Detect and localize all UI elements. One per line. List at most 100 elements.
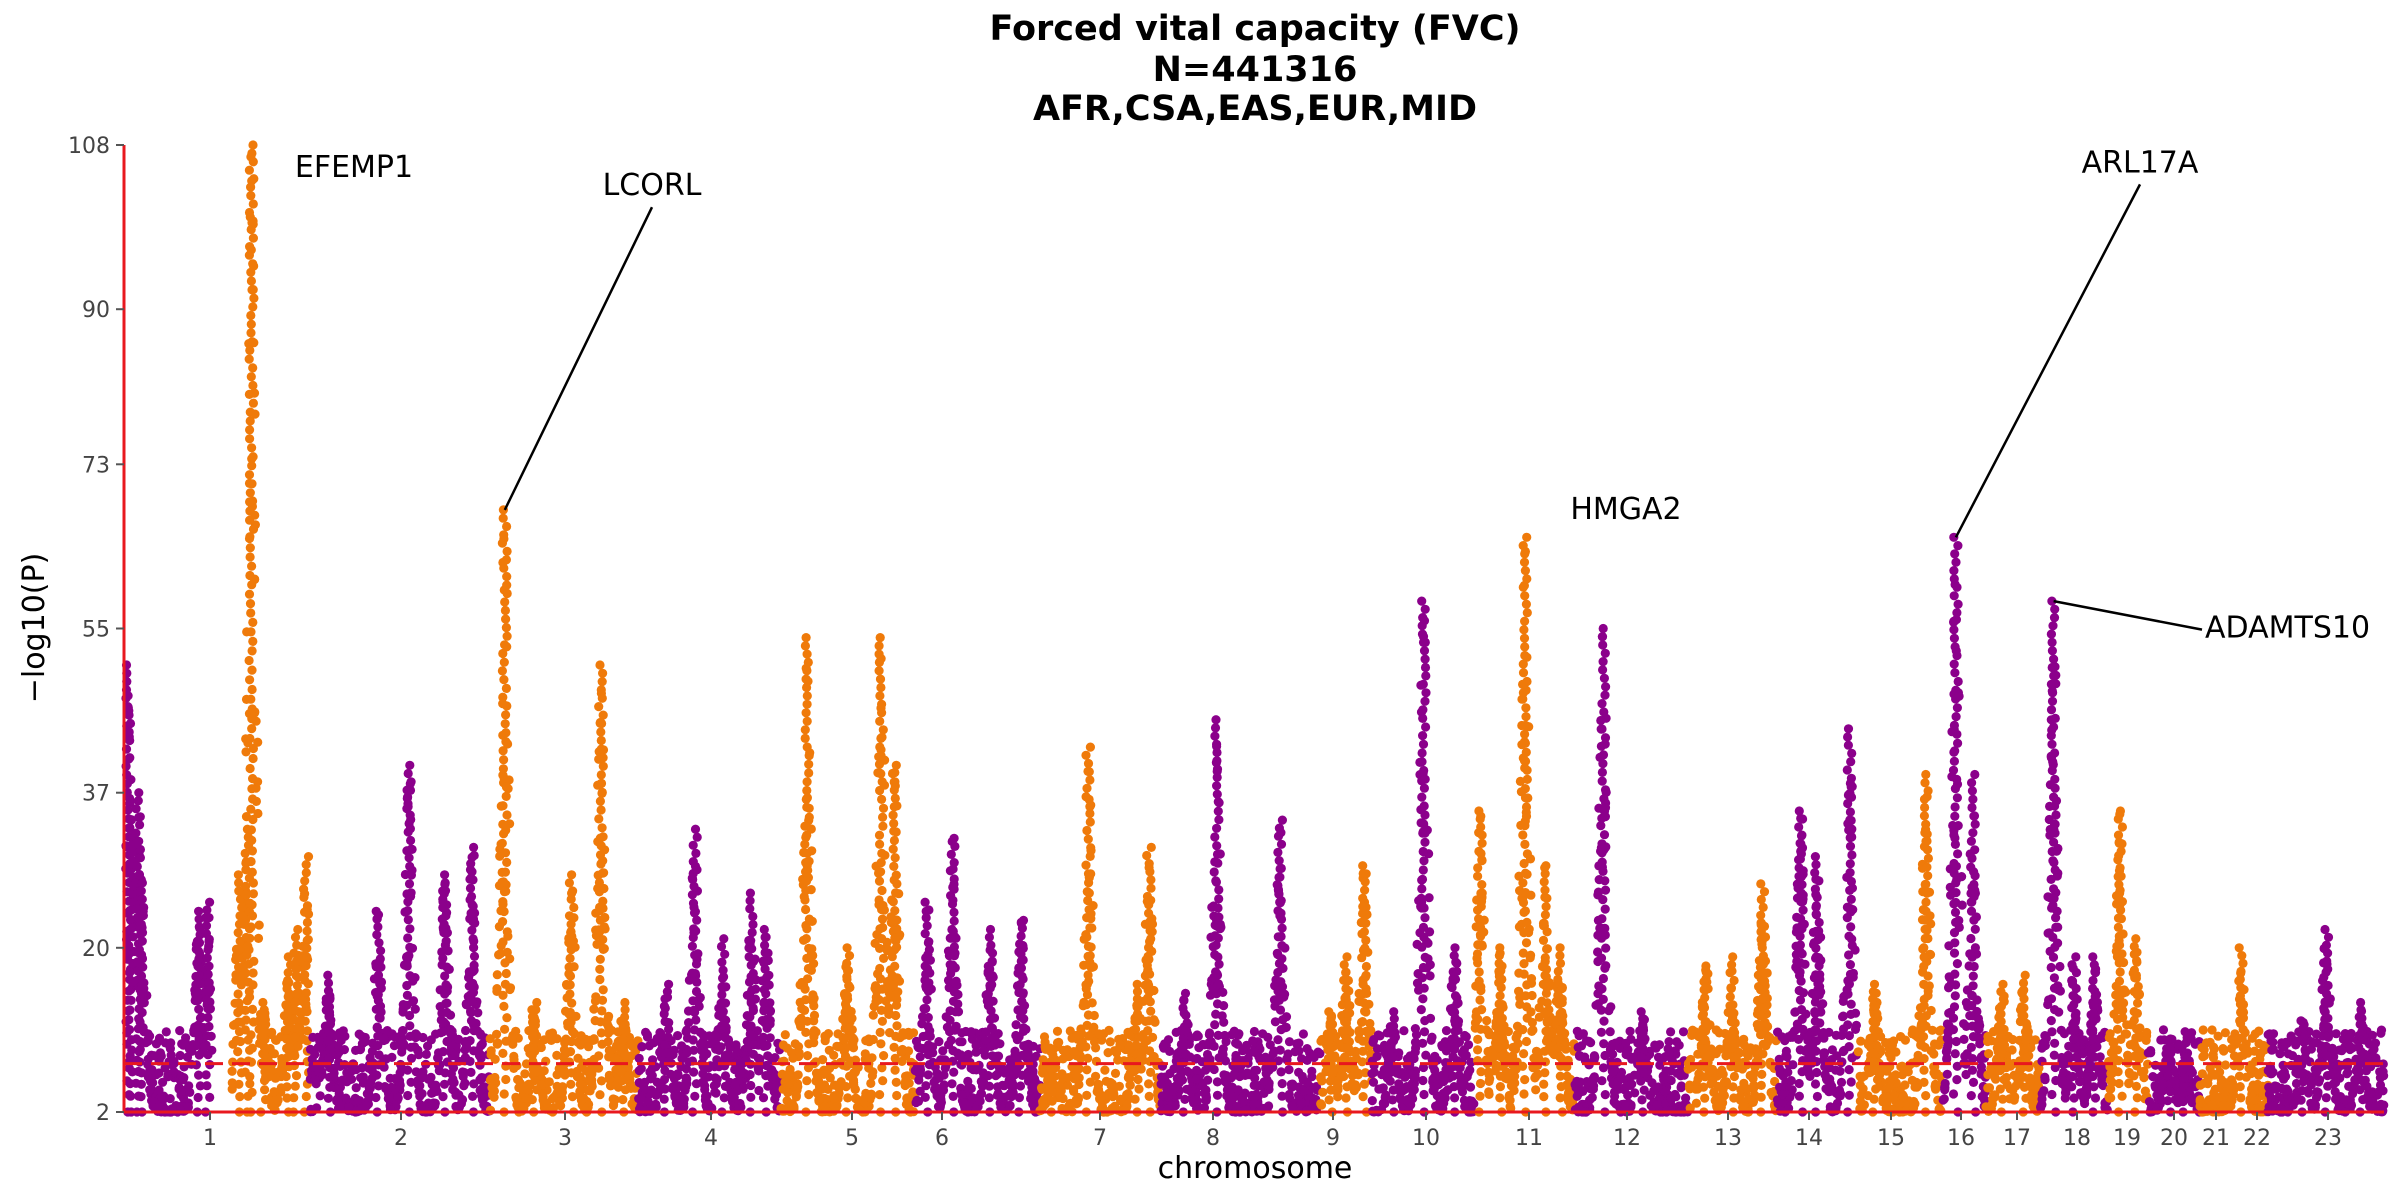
peak-point — [1420, 637, 1430, 648]
peak-point — [498, 897, 508, 907]
peak-point — [1047, 1079, 1057, 1089]
peak-point — [234, 878, 244, 888]
peak-point — [716, 1042, 726, 1052]
peak-point — [372, 914, 382, 924]
peak-point — [949, 858, 959, 868]
snp-point — [351, 1083, 361, 1093]
peak-point — [659, 1074, 670, 1085]
peak-point — [244, 165, 254, 175]
peak-point — [1449, 1033, 1459, 1043]
snp-point — [545, 1029, 555, 1039]
peak-point — [875, 785, 885, 796]
peak-point — [1357, 953, 1367, 963]
peak-point — [758, 956, 768, 966]
peak-point — [248, 157, 258, 167]
peak-point — [372, 1022, 382, 1032]
peak-point — [920, 929, 930, 939]
peak-point — [922, 921, 932, 931]
peak-point — [202, 1081, 212, 1091]
peak-point — [949, 916, 959, 926]
peak-point — [303, 935, 313, 945]
peak-point — [1276, 839, 1287, 849]
peak-point — [258, 997, 268, 1008]
peak-point — [137, 894, 147, 904]
snp-point — [1107, 1084, 1118, 1094]
peak-point — [597, 995, 608, 1005]
peak-point — [1418, 962, 1428, 973]
peak-point — [134, 870, 144, 880]
peak-point — [248, 216, 258, 226]
peak-point — [500, 640, 510, 650]
snp-point — [933, 1083, 943, 1094]
peak-point — [1361, 918, 1371, 928]
peak-point — [323, 1035, 333, 1045]
peak-point — [248, 636, 258, 647]
snp-point — [1115, 1039, 1125, 1050]
peak-point — [499, 773, 509, 783]
peak-point — [1143, 1026, 1153, 1036]
peak-point — [499, 530, 509, 540]
peak-point — [1274, 995, 1284, 1006]
peak-point — [134, 836, 144, 846]
peak-point — [1210, 832, 1220, 842]
snp-point — [673, 1069, 683, 1079]
peak-point — [500, 958, 510, 968]
peak-point — [801, 708, 811, 718]
peak-point — [923, 1070, 933, 1080]
snp-point — [1316, 1099, 1326, 1109]
peak-point — [921, 1081, 931, 1091]
peak-point — [691, 959, 702, 969]
peak-point — [1340, 1017, 1350, 1027]
chromosome-9-points — [1156, 715, 1325, 1117]
snp-point — [429, 1083, 439, 1093]
peak-point — [1419, 646, 1430, 656]
snp-point — [315, 1091, 325, 1101]
snp-point — [1287, 1082, 1297, 1092]
snp-point — [575, 1079, 585, 1089]
peak-point — [373, 1040, 383, 1051]
snp-point — [851, 1093, 861, 1103]
peak-point — [502, 927, 512, 937]
peak-point — [1359, 998, 1369, 1008]
peak-point — [499, 1001, 509, 1012]
peak-point — [1275, 1005, 1286, 1015]
peak-point — [984, 997, 994, 1007]
peak-point — [1420, 810, 1430, 820]
peak-point — [1450, 943, 1460, 953]
snp-point — [1038, 1068, 1048, 1078]
peak-point — [1324, 1007, 1334, 1017]
peak-point — [662, 1048, 673, 1058]
peak-point — [245, 599, 256, 609]
peak-point — [876, 682, 886, 693]
snp-point — [1231, 1038, 1241, 1048]
peak-point — [800, 995, 811, 1005]
peak-point — [688, 1035, 698, 1045]
peak-point — [135, 844, 145, 855]
snp-point — [522, 1085, 532, 1095]
peak-point — [248, 285, 258, 295]
peak-point — [248, 889, 258, 899]
peak-point — [1341, 992, 1351, 1002]
peak-point — [371, 1092, 381, 1103]
peak-point — [1209, 1064, 1219, 1075]
peak-point — [1018, 955, 1028, 965]
peak-point — [1212, 789, 1222, 799]
snp-point — [700, 1084, 710, 1095]
peak-point — [137, 936, 147, 946]
peak-point — [718, 965, 728, 975]
peak-point — [875, 674, 886, 684]
peak-point — [567, 998, 577, 1008]
snp-point — [1123, 1073, 1133, 1083]
peak-point — [598, 985, 608, 995]
snp-point — [789, 1101, 799, 1112]
peak-point — [688, 898, 699, 908]
peak-point — [1448, 1052, 1458, 1062]
peak-point — [564, 878, 575, 888]
peak-point — [135, 853, 145, 863]
peak-point — [617, 1042, 627, 1052]
snp-point — [1263, 1032, 1273, 1042]
peak-point — [501, 968, 511, 979]
peak-point — [1143, 951, 1153, 962]
snp-point — [413, 1080, 424, 1090]
snp-point — [1036, 1105, 1046, 1115]
